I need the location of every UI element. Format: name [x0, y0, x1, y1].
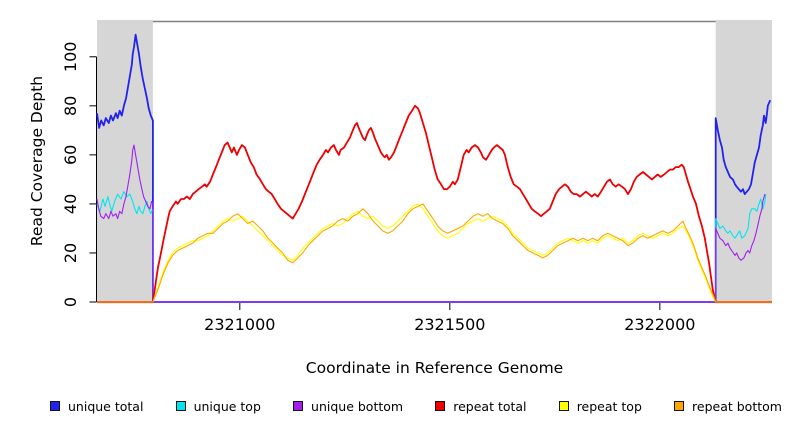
shaded-region-0 [97, 20, 153, 304]
legend-label: repeat total [453, 398, 527, 414]
legend-swatch-unique-bottom [293, 401, 304, 411]
legend-item-repeat-bottom: repeat bottom [674, 399, 782, 414]
legend-swatch-unique-top [175, 401, 186, 411]
legend-item-unique-total: unique total [50, 399, 143, 414]
y-tick-label: 60 [61, 145, 80, 165]
y-tick-label: 20 [61, 243, 80, 263]
legend-item-repeat-top: repeat top [558, 398, 642, 414]
series-unique-top [96, 191, 767, 303]
legend-swatch-repeat-top [558, 401, 569, 411]
legend-item-unique-top: unique top [175, 398, 261, 414]
legend-label: unique total [68, 398, 144, 414]
legend-swatch-repeat-total [435, 401, 446, 411]
legend-label: repeat bottom [692, 398, 782, 414]
series-repeat-bottom [97, 203, 772, 303]
legend-item-repeat-total: repeat total [435, 398, 527, 414]
y-tick-label: 0 [61, 297, 80, 307]
legend-swatch-repeat-bottom [674, 401, 685, 411]
legend-swatch-unique-total [50, 401, 60, 411]
legend-label: repeat top [576, 398, 642, 414]
y-tick-label: 100 [61, 42, 80, 73]
x-tick-label: 2322000 [624, 315, 695, 334]
legend-label: unique bottom [311, 398, 404, 414]
x-tick-label: 2321000 [204, 315, 275, 334]
series-repeat-top [97, 203, 772, 303]
x-tick-label: 2321500 [414, 315, 485, 334]
coverage-chart: 2321000 2321500 2322000 0 20 40 60 80 100 Coordin… [28, 20, 772, 377]
series-unique-bottom [96, 144, 766, 303]
series-repeat-total [97, 104, 772, 303]
x-axis-title: Coordinate in Reference Genome [306, 359, 563, 377]
y-tick-label: 80 [61, 96, 80, 116]
y-tick-label: 40 [61, 194, 80, 214]
legend-item-unique-bottom: unique bottom [293, 399, 403, 414]
legend: unique total unique top unique bottom repea… [50, 394, 782, 418]
legend-label: unique top [193, 398, 261, 414]
y-axis-title: Read Coverage Depth [28, 76, 46, 246]
